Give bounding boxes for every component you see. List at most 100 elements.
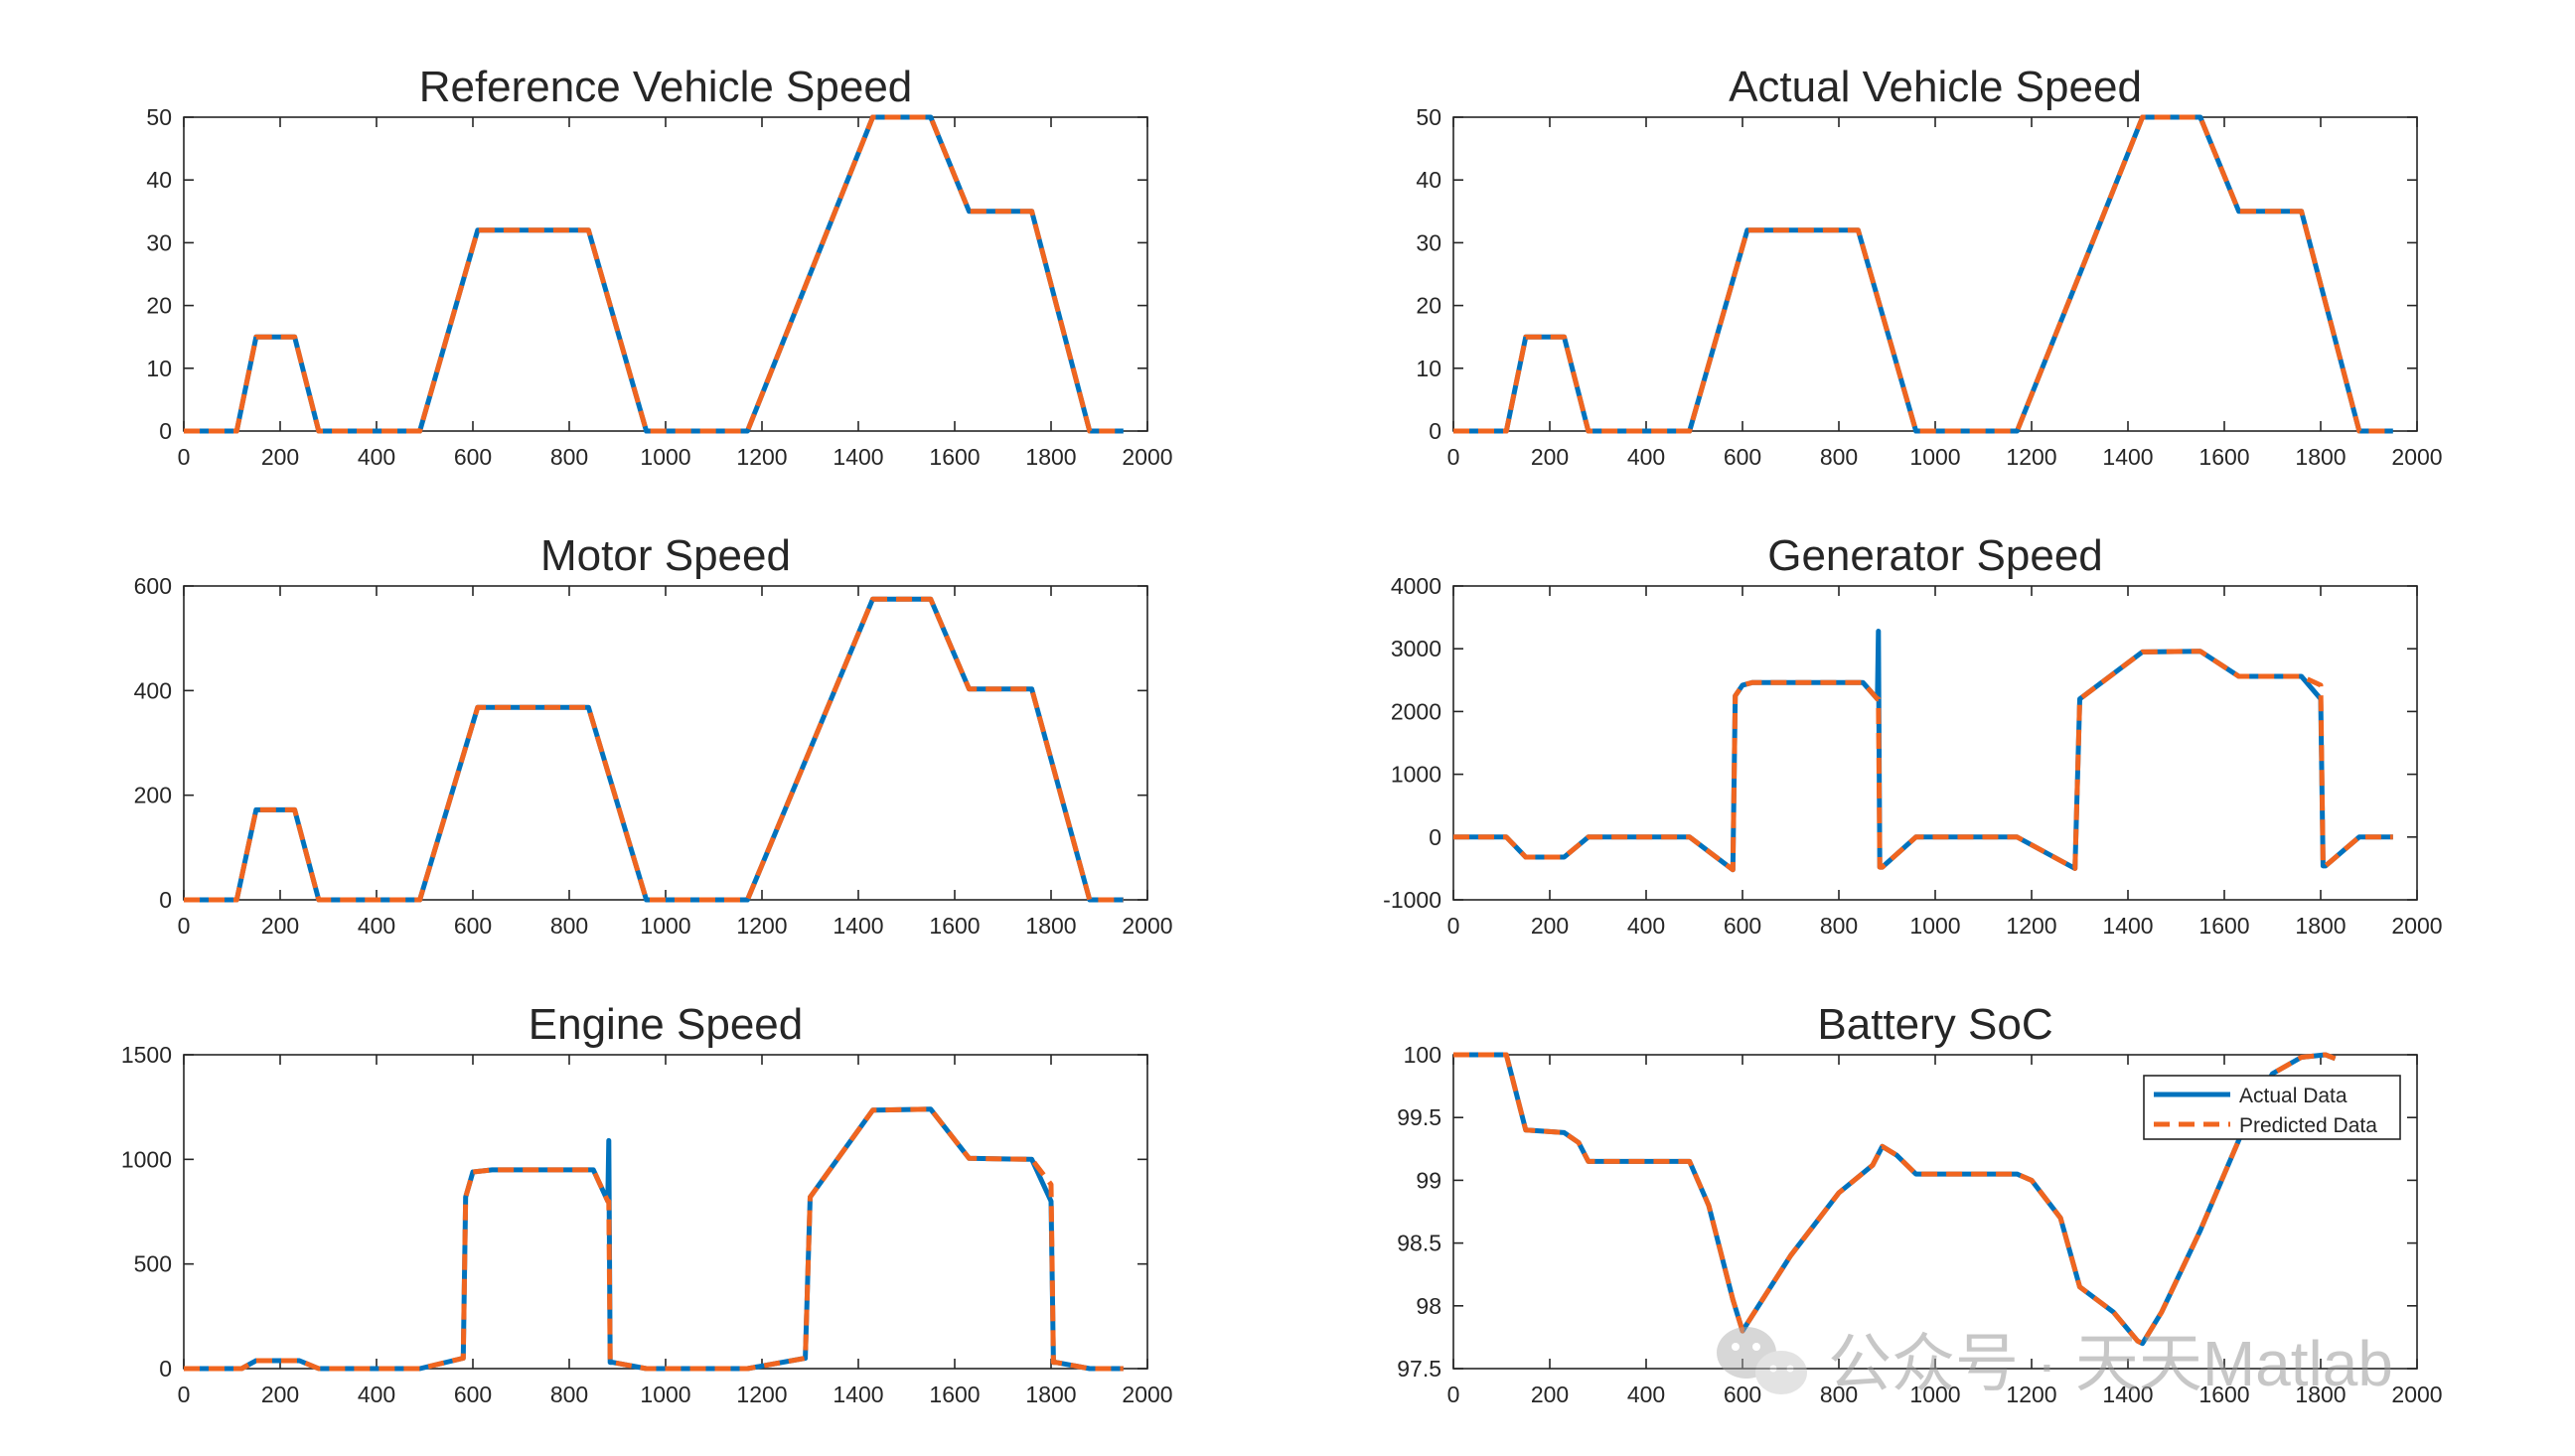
y-tick-label: 4000 [1391, 573, 1441, 599]
y-tick-label: 40 [146, 167, 172, 193]
predicted-data-line [184, 596, 1124, 903]
y-tick-label: 0 [159, 418, 172, 444]
x-tick-label: 2000 [1122, 1382, 1172, 1407]
x-tick-label: 1200 [2006, 444, 2056, 470]
x-tick-label: 0 [178, 913, 191, 939]
x-tick-label: 0 [1447, 913, 1460, 939]
x-tick-label: 1400 [2102, 913, 2153, 939]
x-tick-label: 1000 [1909, 1382, 1960, 1407]
y-tick-label: 99 [1416, 1167, 1441, 1193]
x-tick-label: 400 [358, 444, 395, 470]
x-tick-label: 800 [1820, 1382, 1858, 1407]
predicted-data-line [1453, 1052, 2337, 1347]
x-tick-label: 1600 [929, 1382, 980, 1407]
y-tick-label: 0 [1429, 418, 1441, 444]
watermark-text: 公众号 · 天天Matlab [1828, 1328, 2393, 1399]
y-tick-label: 1500 [121, 1042, 172, 1068]
x-tick-label: 800 [1820, 444, 1858, 470]
y-tick-label: 600 [134, 573, 172, 599]
y-tick-label: 20 [1416, 293, 1441, 319]
y-tick-label: 30 [146, 229, 172, 255]
chart-title: Generator Speed [1767, 531, 2103, 580]
chart-title: Battery SoC [1817, 1000, 2052, 1049]
x-tick-label: 600 [454, 1382, 492, 1407]
legend-box [2143, 1075, 2401, 1140]
chart-title: Actual Vehicle Speed [1729, 63, 2142, 111]
chart-title: Reference Vehicle Speed [419, 63, 913, 111]
x-tick-label: 1200 [736, 444, 787, 470]
x-tick-label: 600 [1724, 913, 1761, 939]
x-tick-label: 1000 [1909, 444, 1960, 470]
x-tick-label: 800 [550, 444, 588, 470]
y-tick-label: -1000 [1383, 887, 1441, 913]
legend-actual-label: Actual Data [2239, 1085, 2348, 1107]
y-tick-label: 50 [146, 104, 172, 130]
y-tick-label: 200 [134, 783, 172, 808]
x-tick-label: 1600 [929, 913, 980, 939]
x-tick-label: 1800 [1025, 1382, 1076, 1407]
x-tick-label: 200 [261, 1382, 299, 1407]
x-tick-label: 200 [1531, 444, 1569, 470]
y-tick-label: 20 [146, 293, 172, 319]
axes-box [183, 116, 1148, 432]
predicted-data-line [1453, 649, 2393, 873]
predicted-data-line [184, 1106, 1124, 1372]
y-tick-label: 1000 [121, 1146, 172, 1172]
y-tick-label: 2000 [1391, 698, 1441, 724]
y-tick-label: 40 [1416, 167, 1441, 193]
x-tick-label: 1400 [833, 1382, 883, 1407]
y-tick-label: 98.5 [1397, 1231, 1441, 1256]
x-tick-label: 1400 [833, 913, 883, 939]
x-tick-label: 2000 [2391, 1382, 2442, 1407]
x-tick-label: 2000 [1122, 913, 1172, 939]
predicted-data-line [184, 114, 1124, 434]
x-tick-label: 0 [1447, 444, 1460, 470]
x-tick-label: 1400 [833, 444, 883, 470]
x-tick-label: 1600 [2198, 444, 2249, 470]
x-tick-label: 1600 [2198, 913, 2249, 939]
x-tick-label: 800 [550, 913, 588, 939]
axes-box [1452, 116, 2418, 432]
chart-title: Engine Speed [529, 1000, 803, 1049]
y-tick-label: 98 [1416, 1293, 1441, 1319]
x-tick-label: 200 [261, 913, 299, 939]
y-tick-label: 400 [134, 677, 172, 703]
x-tick-label: 1800 [1025, 913, 1076, 939]
chart-title: Motor Speed [540, 531, 791, 580]
y-tick-label: 0 [159, 887, 172, 913]
x-tick-label: 200 [1531, 1382, 1569, 1407]
y-tick-label: 10 [1416, 356, 1441, 381]
y-tick-label: 1000 [1391, 762, 1441, 788]
y-tick-label: 99.5 [1397, 1104, 1441, 1130]
x-tick-label: 400 [358, 1382, 395, 1407]
x-tick-label: 1200 [736, 1382, 787, 1407]
x-tick-label: 1000 [1909, 913, 1960, 939]
y-tick-label: 50 [1416, 104, 1441, 130]
x-tick-label: 1200 [736, 913, 787, 939]
x-tick-label: 800 [1820, 913, 1858, 939]
wechat-icon [1717, 1327, 1807, 1394]
y-tick-label: 0 [1429, 824, 1441, 850]
x-tick-label: 1800 [1025, 444, 1076, 470]
x-tick-label: 600 [454, 444, 492, 470]
y-tick-label: 3000 [1391, 636, 1441, 661]
x-tick-label: 1000 [640, 913, 690, 939]
x-tick-label: 2000 [2391, 913, 2442, 939]
watermark: 公众号 · 天天Matlab [1717, 1327, 2393, 1399]
x-tick-label: 800 [550, 1382, 588, 1407]
x-tick-label: 600 [1724, 444, 1761, 470]
y-tick-label: 100 [1404, 1042, 1441, 1068]
x-tick-label: 1000 [640, 444, 690, 470]
x-tick-label: 1200 [2006, 1382, 2056, 1407]
x-tick-label: 1000 [640, 1382, 690, 1407]
x-tick-label: 1400 [2102, 1382, 2153, 1407]
x-tick-label: 2000 [1122, 444, 1172, 470]
predicted-data-line [1453, 114, 2393, 434]
x-tick-label: 1600 [929, 444, 980, 470]
x-tick-label: 1600 [2198, 1382, 2249, 1407]
y-tick-label: 10 [146, 356, 172, 381]
y-tick-label: 500 [134, 1251, 172, 1277]
